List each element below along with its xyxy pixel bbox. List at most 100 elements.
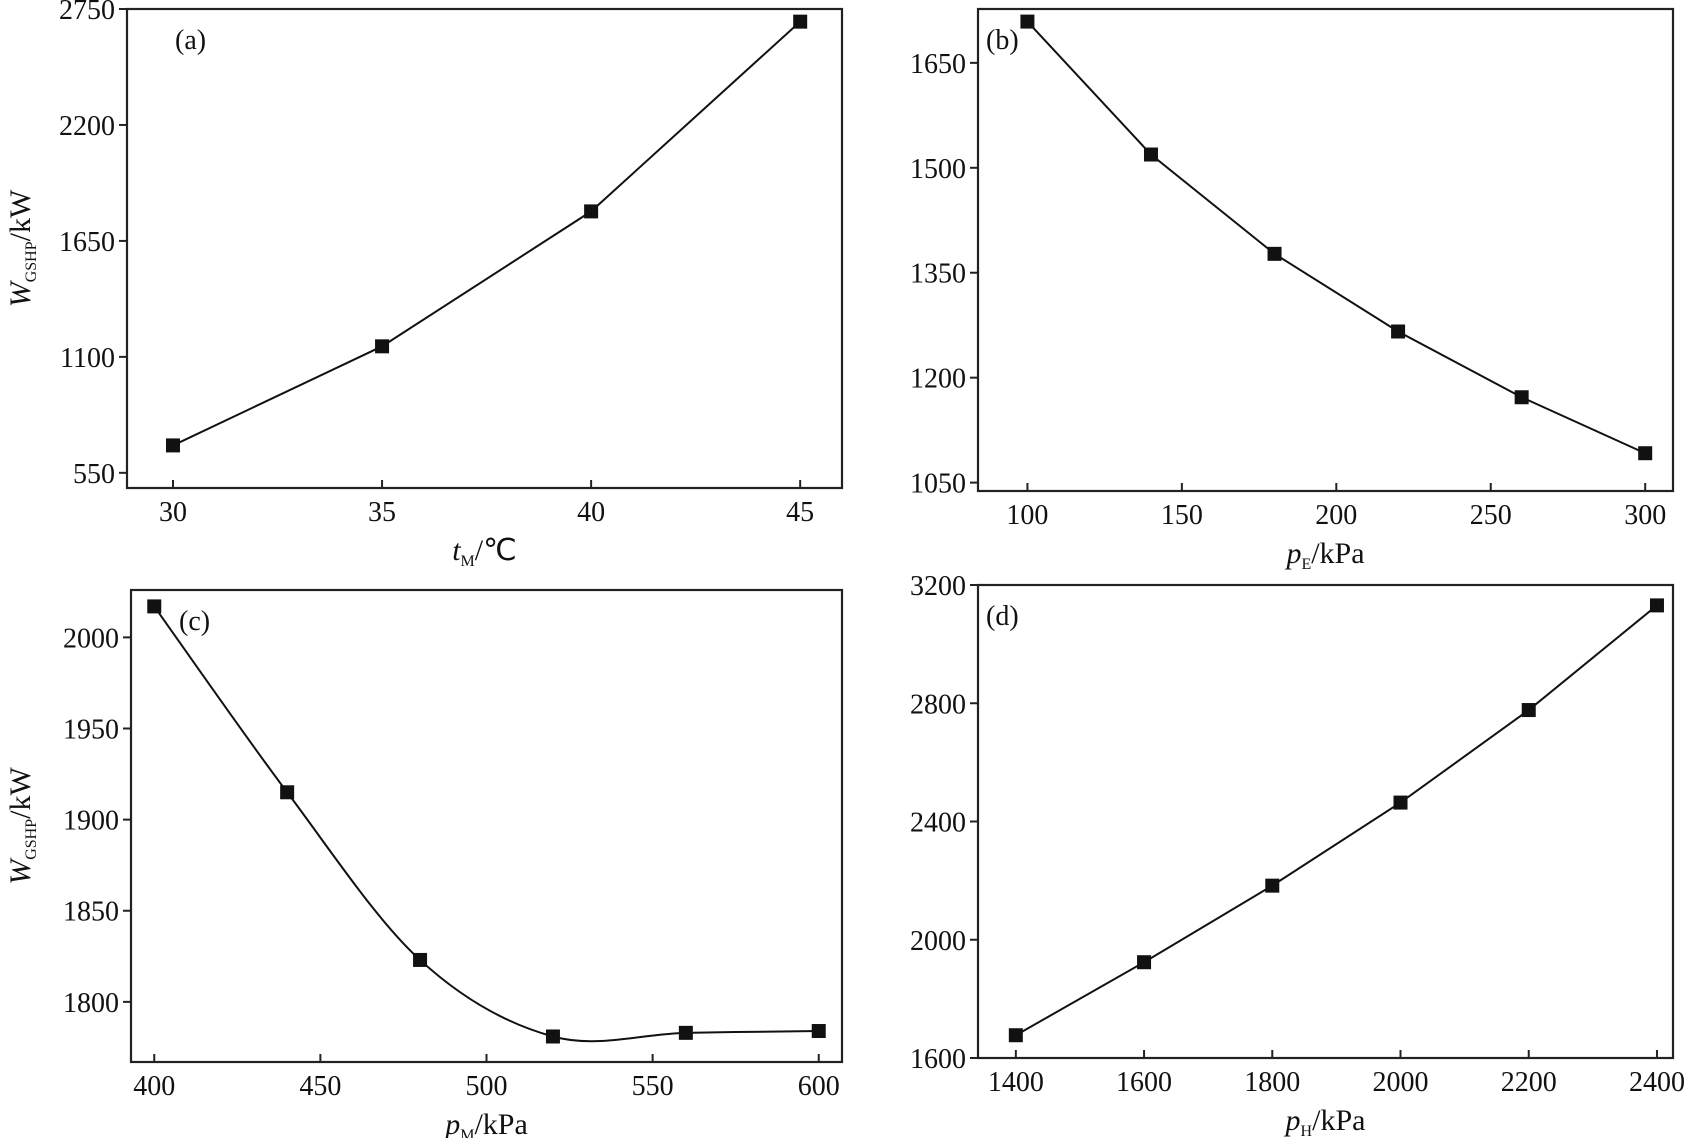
data-point-marker (1514, 390, 1529, 405)
x-axis-label: pH/kPa (1284, 1104, 1366, 1138)
y-tick-label: 1350 (910, 259, 966, 290)
data-point-marker (1143, 147, 1158, 162)
series-line (172, 20, 801, 447)
y-tick-label: 1900 (63, 806, 119, 837)
x-tick-label: 100 (1006, 500, 1048, 531)
x-tick-label: 2000 (1373, 1067, 1429, 1098)
data-point-marker (1137, 955, 1152, 970)
x-tick-label: 1400 (988, 1067, 1044, 1098)
data-point-marker (413, 952, 428, 967)
x-axis-label-subscript: M (461, 553, 475, 570)
series-line (1026, 20, 1646, 455)
x-tick-label: 450 (299, 1071, 341, 1102)
x-axis-label-unit: /kPa (1311, 537, 1364, 570)
x-tick-label: 45 (786, 497, 814, 528)
x-axis-label: pM/kPa (443, 1108, 528, 1138)
x-tick-label: 35 (368, 497, 396, 528)
x-axis-label-subscript: M (460, 1127, 474, 1138)
y-axis-label-unit: /kW (4, 767, 37, 819)
data-point-marker (1393, 795, 1408, 810)
y-axis-label: WGSHP/kW (4, 767, 40, 885)
panel-label: (c) (179, 606, 210, 637)
y-axis-label-variable: W (4, 279, 37, 307)
data-point-marker (147, 599, 162, 614)
data-point-marker (1265, 878, 1280, 893)
panel-b: 100 150 200 250 300 1050 1200 1350 1500 1650 (b) pE… (910, 7, 1675, 573)
x-axis-label-variable: p (443, 1108, 460, 1138)
x-axis-label: pE/kPa (1284, 537, 1364, 573)
x-tick-label: 40 (577, 497, 605, 528)
x-axis-label-unit: /kPa (1312, 1104, 1365, 1137)
data-point-marker (1638, 446, 1653, 461)
y-tick-label: 2400 (910, 808, 966, 839)
x-tick-label: 2200 (1501, 1067, 1557, 1098)
x-tick-label: 400 (133, 1071, 175, 1102)
x-tick-label: 2400 (1629, 1067, 1685, 1098)
y-axis-label-subscript: GSHP (23, 241, 40, 282)
panel-d: 1400 1600 1800 2000 2200 2400 1600 2000 2400 2800… (910, 571, 1685, 1138)
y-tick-label: 1050 (910, 469, 966, 500)
y-axis-label: WGSHP/kW (4, 189, 40, 307)
y-axis-label-variable: W (4, 857, 37, 885)
panel-label: (b) (986, 25, 1019, 56)
x-axis-label-variable: p (1284, 1104, 1301, 1137)
x-axis-label: tM/℃ (452, 534, 517, 570)
y-tick-label: 1600 (910, 1044, 966, 1075)
y-axis-label-subscript: GSHP (23, 819, 40, 860)
data-point-marker (1649, 598, 1664, 613)
data-point-marker (1008, 1028, 1023, 1043)
x-tick-label: 30 (159, 497, 187, 528)
y-tick-label: 2800 (910, 689, 966, 720)
y-tick-label: 2000 (910, 926, 966, 957)
y-tick-label: 2000 (63, 623, 119, 654)
x-axis-label-subscript: E (1301, 556, 1311, 573)
x-tick-label: 500 (466, 1071, 508, 1102)
panel-c: 400 450 500 550 600 1800 1850 1900 1950 2000 (c) pM… (4, 588, 844, 1138)
x-axis-label-unit: /kPa (474, 1108, 527, 1138)
data-point-marker (793, 14, 808, 29)
data-point-marker (1391, 324, 1406, 339)
x-axis-label-variable: t (452, 534, 461, 567)
plot-frame (129, 588, 844, 1064)
data-point-marker (584, 204, 599, 219)
y-tick-label: 1850 (63, 897, 119, 928)
y-axis-label-unit: /kW (4, 189, 37, 241)
x-tick-label: 250 (1470, 500, 1512, 531)
x-axis-label-variable: p (1284, 537, 1301, 570)
plot-frame (976, 583, 1675, 1060)
data-point-marker (678, 1025, 693, 1040)
x-axis-label-subscript: H (1301, 1123, 1313, 1138)
y-tick-label: 1100 (60, 343, 115, 374)
series-line (1015, 604, 1658, 1037)
x-tick-label: 200 (1315, 500, 1357, 531)
y-tick-label: 1650 (59, 227, 115, 258)
y-tick-label: 2750 (59, 0, 115, 26)
x-tick-label: 550 (632, 1071, 674, 1102)
x-tick-label: 300 (1624, 500, 1666, 531)
y-tick-label: 1800 (63, 988, 119, 1019)
y-tick-label: 1650 (910, 49, 966, 80)
x-tick-label: 150 (1161, 500, 1203, 531)
data-point-marker (280, 785, 295, 800)
data-point-marker (811, 1024, 826, 1039)
plot-frame (125, 7, 844, 490)
y-tick-label: 1950 (63, 715, 119, 746)
y-tick-label: 3200 (910, 571, 966, 602)
x-axis-label-unit: /℃ (475, 534, 517, 567)
x-tick-label: 600 (798, 1071, 840, 1102)
data-point-marker (545, 1029, 560, 1044)
panel-label: (a) (175, 25, 206, 56)
data-point-marker (1521, 703, 1536, 718)
data-point-marker (1267, 246, 1282, 261)
x-tick-label: 1600 (1116, 1067, 1172, 1098)
x-tick-label: 1800 (1244, 1067, 1300, 1098)
plot-frame (976, 7, 1675, 493)
data-point-marker (1020, 14, 1035, 29)
data-point-marker (165, 438, 180, 453)
y-tick-label: 550 (73, 459, 115, 490)
panel-a: 30 35 40 455501100165022002750(a)tM/℃WGSHP/… (4, 0, 844, 570)
series-line (153, 605, 819, 1043)
panel-label: (d) (986, 601, 1019, 632)
